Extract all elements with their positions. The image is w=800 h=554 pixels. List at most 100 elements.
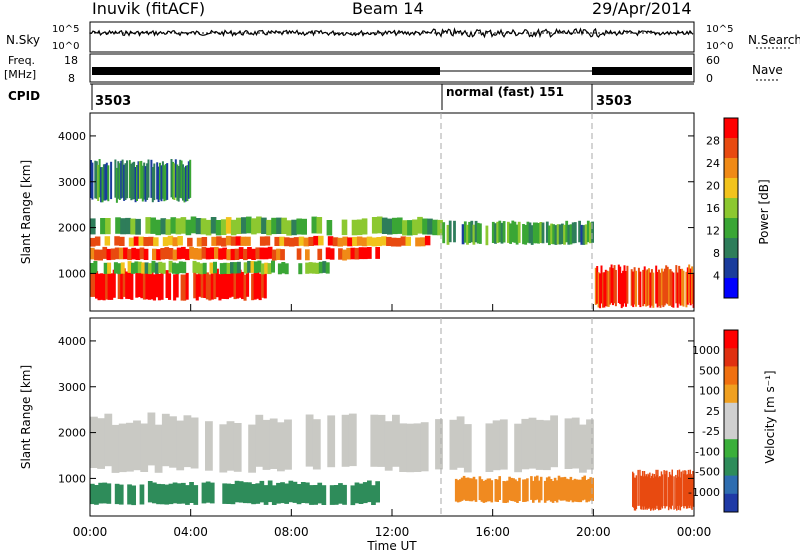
- heatmap-cell: [163, 165, 166, 202]
- heatmap-cell: [248, 424, 256, 473]
- heatmap-cell: [420, 422, 429, 472]
- heatmap-cell: [176, 483, 182, 504]
- heatmap-cell: [554, 225, 558, 245]
- heatmap-cell: [649, 472, 651, 508]
- heatmap-cell: [666, 266, 669, 305]
- heatmap-cell: [164, 484, 170, 505]
- heatmap-cell: [650, 269, 653, 306]
- heatmap-cell: [645, 474, 647, 509]
- heatmap-cell: [508, 476, 511, 501]
- heatmap-cell: [219, 263, 224, 275]
- heatmap-cell: [230, 219, 237, 236]
- heatmap-cell: [681, 268, 684, 306]
- heatmap-cell: [223, 271, 227, 299]
- heatmap-cell: [381, 236, 387, 246]
- heatmap-cell: [635, 475, 638, 510]
- heatmap-cell: [150, 272, 154, 300]
- heatmap-cell: [114, 159, 117, 198]
- heatmap-cell: [474, 479, 478, 502]
- heatmap-cell: [567, 479, 571, 502]
- heatmap-cell: [264, 262, 269, 274]
- heatmap-cell: [148, 263, 153, 275]
- heatmap-cell: [626, 265, 629, 304]
- heatmap-cell: [226, 249, 232, 261]
- colorbar-swatch: [724, 402, 738, 422]
- heatmap-cell: [446, 224, 450, 245]
- heatmap-cell: [643, 266, 646, 305]
- heatmap-cell: [147, 481, 153, 503]
- heatmap-cell: [594, 267, 597, 305]
- heatmap-cell: [160, 248, 165, 260]
- heatmap-cell: [140, 270, 144, 299]
- heatmap-cell: [377, 414, 386, 467]
- heatmap-cell: [215, 220, 222, 236]
- heatmap-cell: [105, 162, 108, 200]
- heatmap-cell: [100, 218, 106, 235]
- heatmap-cell: [528, 417, 537, 469]
- heatmap-cell: [214, 246, 219, 259]
- nave-label: Nave: [752, 63, 783, 77]
- heatmap-cell: [225, 235, 232, 246]
- heatmap-cell: [381, 217, 388, 234]
- heatmap-cell: [461, 224, 465, 245]
- heatmap-cell: [673, 476, 675, 510]
- heatmap-cell: [651, 473, 654, 508]
- heatmap-cell: [183, 415, 192, 468]
- nsky-panel: N.Sky 10^5 10^0 10^5 10^0 N.Search: [6, 21, 800, 53]
- heatmap-cell: [620, 273, 623, 309]
- heatmap-cell: [228, 269, 232, 298]
- heatmap-cell: [185, 219, 192, 236]
- heatmap-cell: [563, 224, 566, 245]
- heatmap-cell: [654, 476, 656, 510]
- heatmap-cell: [170, 159, 173, 198]
- heatmap-cell: [678, 265, 681, 304]
- heatmap-cell: [311, 216, 318, 234]
- x-tick-label: 20:00: [576, 525, 611, 539]
- heatmap-cell: [550, 415, 558, 468]
- heatmap-cell: [350, 247, 356, 260]
- heatmap-cell: [152, 274, 156, 301]
- colorbar-swatch: [724, 118, 738, 139]
- heatmap-cell: [218, 274, 222, 301]
- heatmap-cell: [672, 272, 675, 308]
- heatmap-cell: [115, 217, 121, 234]
- heatmap-cell: [460, 477, 464, 501]
- heatmap-cell: [102, 273, 106, 301]
- heatmap-cell: [114, 236, 120, 246]
- heatmap-cell: [462, 475, 466, 500]
- heatmap-cell: [622, 270, 625, 307]
- heatmap-cell: [647, 473, 649, 509]
- heatmap-cell: [528, 222, 532, 244]
- heatmap-cell: [176, 420, 185, 471]
- colorbar-tick-label: 16: [706, 202, 720, 215]
- heatmap-cell: [435, 419, 443, 470]
- heatmap-cell: [150, 217, 156, 234]
- heatmap-cell: [402, 220, 408, 236]
- heatmap-cell: [209, 247, 215, 260]
- colorbar-swatch: [724, 198, 738, 219]
- heatmap-cell: [121, 159, 124, 198]
- heatmap-cell: [506, 480, 509, 503]
- heatmap-cell: [643, 471, 646, 507]
- heatmap-cell: [561, 223, 564, 244]
- heatmap-cell: [586, 220, 590, 243]
- heatmap-cell: [164, 164, 167, 201]
- heatmap-cell: [161, 161, 164, 199]
- heatmap-cell: [530, 476, 533, 500]
- heatmap-cell: [415, 237, 421, 247]
- heatmap-cell: [472, 476, 476, 501]
- heatmap-cell: [536, 475, 539, 500]
- heatmap-cell: [240, 236, 246, 246]
- heatmap-cell: [279, 236, 285, 246]
- heatmap-cell: [92, 268, 96, 297]
- freq-panel: Freq. [MHz] 18 8 60 0 Nave: [4, 53, 783, 85]
- heatmap-cell: [511, 220, 515, 243]
- heatmap-cell: [161, 413, 170, 467]
- heatmap-cell: [135, 269, 139, 298]
- heatmap-cell: [225, 272, 229, 300]
- heatmap-cell: [472, 224, 476, 245]
- colorbar-tick-label: 28: [706, 135, 720, 148]
- heatmap-cell: [284, 419, 292, 470]
- heatmap-cell: [222, 483, 227, 504]
- colorbar-tick-label: 8: [713, 247, 720, 260]
